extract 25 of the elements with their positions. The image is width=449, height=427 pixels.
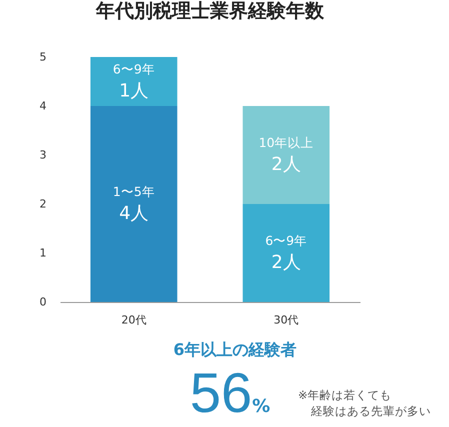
y-tick-label: 1 bbox=[40, 246, 46, 260]
data-label: 4人 bbox=[119, 203, 149, 224]
y-tick-label: 4 bbox=[40, 100, 46, 112]
text: 経験はある先輩が多い bbox=[311, 404, 431, 419]
text: 56% bbox=[190, 361, 270, 424]
bar bbox=[90, 106, 178, 302]
x-tick-label: 30代 bbox=[274, 314, 299, 326]
y-tick-label: 2 bbox=[40, 198, 46, 210]
series-label: 1〜5年 bbox=[112, 184, 155, 199]
series-label: 10年以上 bbox=[258, 135, 314, 150]
y-tick-label: 5 bbox=[40, 50, 46, 64]
text: ※年齢は若くても bbox=[298, 388, 392, 403]
bar bbox=[242, 204, 330, 302]
data-label: 2人 bbox=[271, 154, 301, 175]
data-label: 1人 bbox=[119, 80, 149, 102]
series-label: 6〜9年 bbox=[112, 62, 155, 76]
x-tick-label: 20代 bbox=[121, 314, 146, 326]
y-tick-label: 0 bbox=[40, 296, 46, 308]
bar bbox=[242, 106, 330, 204]
chart-title: 年代別税理士業界経験年数 bbox=[95, 0, 325, 22]
text: 6年以上の経験者 bbox=[172, 340, 298, 361]
y-tick-label: 3 bbox=[40, 148, 46, 162]
text: 6〜9年 bbox=[265, 233, 308, 248]
data-label: 2人 bbox=[271, 252, 301, 273]
bar bbox=[90, 57, 178, 106]
